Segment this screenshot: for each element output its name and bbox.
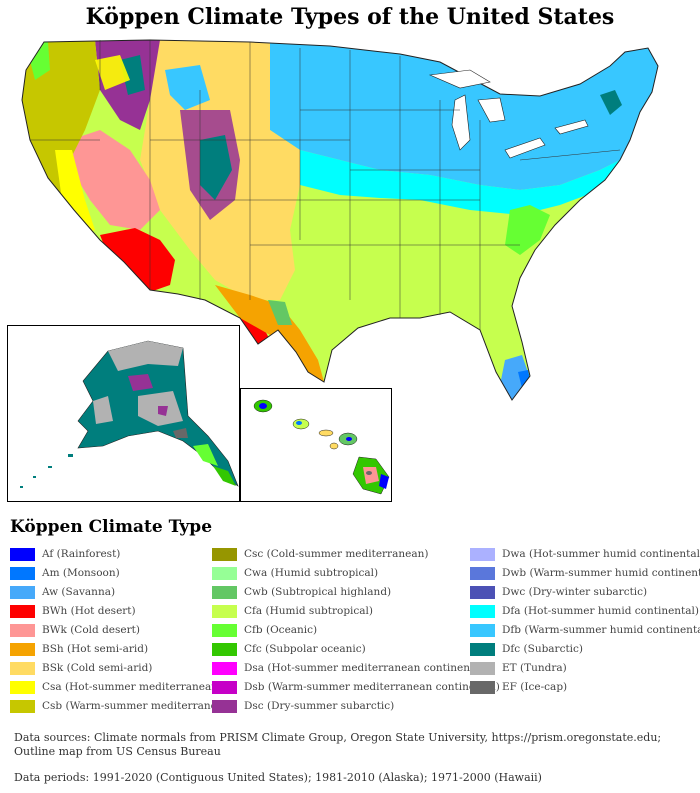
legend-swatch [10, 700, 35, 713]
legend-swatch [470, 643, 495, 656]
legend-label: Dwa (Hot-summer humid continental) [502, 548, 700, 560]
legend-swatch [10, 624, 35, 637]
legend-label: Dfc (Subarctic) [502, 643, 584, 655]
legend-label: Am (Monsoon) [42, 567, 120, 579]
alaska-inset [7, 325, 240, 502]
legend-label: Af (Rainforest) [42, 548, 121, 560]
legend-swatch [470, 681, 495, 694]
legend-label: Dsa (Hot-summer mediterranean continenta… [244, 662, 488, 674]
legend-swatch [470, 662, 495, 675]
legend-label: BWh (Hot desert) [42, 605, 136, 617]
alaska-map [20, 340, 239, 488]
legend-label: ET (Tundra) [502, 662, 567, 674]
legend-swatch [212, 662, 237, 675]
legend-label: Dwc (Dry-winter subarctic) [502, 586, 648, 598]
legend-swatch [212, 681, 237, 694]
data-periods-note: Data periods: 1991-2020 (Contiguous Unit… [14, 771, 542, 784]
legend-swatch [212, 624, 237, 637]
legend-label: Aw (Savanna) [42, 586, 116, 598]
legend-label: BSh (Hot semi-arid) [42, 643, 149, 655]
legend-label: Dsc (Dry-summer subarctic) [244, 700, 395, 712]
map-title: Köppen Climate Types of the United State… [85, 4, 615, 30]
legend-swatch [212, 548, 237, 561]
legend-label: Cwb (Subtropical highland) [244, 586, 392, 598]
legend-label: Csc (Cold-summer mediterranean) [244, 548, 429, 560]
legend-swatch [10, 643, 35, 656]
legend-swatch [470, 567, 495, 580]
legend-label: Dwb (Warm-summer humid continental) [502, 567, 700, 579]
legend-swatch [10, 662, 35, 675]
hawaii-inset [240, 388, 392, 502]
legend-swatch [10, 548, 35, 561]
legend-label: Cfa (Humid subtropical) [244, 605, 374, 617]
legend-swatch [212, 700, 237, 713]
legend-label: BWk (Cold desert) [42, 624, 140, 636]
legend-label: Csb (Warm-summer mediterranean) [42, 700, 234, 712]
legend-label: Cfc (Subpolar oceanic) [244, 643, 366, 655]
legend-swatch [470, 586, 495, 599]
legend-swatch [212, 643, 237, 656]
legend-swatch [470, 548, 495, 561]
data-sources-note: Data sources: Climate normals from PRISM… [14, 731, 662, 758]
legend-swatch [470, 605, 495, 618]
legend-label: Cfb (Oceanic) [244, 624, 318, 636]
legend-swatch [212, 586, 237, 599]
legend-swatch [212, 567, 237, 580]
legend-label: BSk (Cold semi-arid) [42, 662, 153, 674]
legend-swatch [10, 605, 35, 618]
legend-label: EF (Ice-cap) [502, 681, 568, 693]
legend-label: Csa (Hot-summer mediterranean) [42, 681, 223, 693]
legend-swatch [10, 681, 35, 694]
legend-swatch [10, 586, 35, 599]
legend-title: Köppen Climate Type [10, 517, 213, 537]
legend-swatch [470, 624, 495, 637]
hawaii-map [253, 399, 390, 495]
legend-label: Cwa (Humid subtropical) [244, 567, 379, 579]
legend-swatch [212, 605, 237, 618]
legend-label: Dfb (Warm-summer humid continental) [502, 624, 700, 636]
legend-swatch [10, 567, 35, 580]
legend-label: Dfa (Hot-summer humid continental) [502, 605, 699, 617]
legend-label: Dsb (Warm-summer mediterranean continent… [244, 681, 500, 693]
